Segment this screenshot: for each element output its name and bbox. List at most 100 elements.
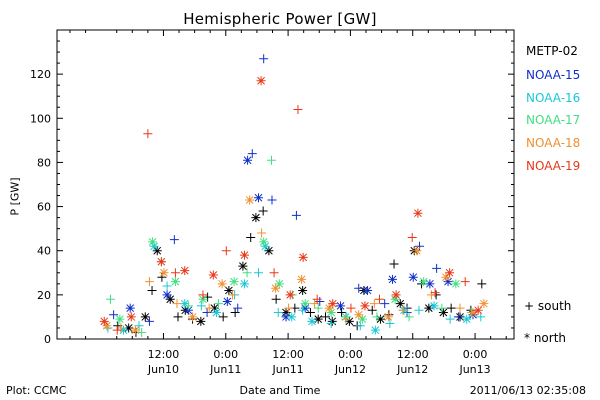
data-point-south (273, 308, 283, 318)
data-point-south (385, 319, 395, 329)
data-point-south (414, 305, 424, 315)
data-point-south (144, 277, 154, 287)
data-point-south (258, 206, 268, 216)
data-point-south (455, 303, 465, 313)
data-points (99, 54, 489, 337)
data-point-north (130, 325, 140, 335)
x-tick-label-date: Jun11 (272, 363, 304, 376)
data-point-north (360, 301, 370, 311)
data-point-south (198, 290, 208, 300)
data-point-north (211, 308, 221, 318)
data-point-south (144, 316, 154, 326)
marker-key-south: + south (524, 299, 572, 313)
data-point-north (344, 316, 354, 326)
data-point-south (221, 246, 231, 256)
y-tick-label: 80 (37, 156, 51, 169)
data-point-south (147, 285, 157, 295)
data-point-south (267, 195, 277, 205)
data-point-north (259, 237, 269, 247)
plot-credit: Plot: CCMC (6, 384, 67, 397)
x-tick-label-date: Jun11 (209, 363, 241, 376)
data-point-north (479, 299, 489, 309)
data-point-south (202, 308, 212, 318)
legend-item-noaa-19: NOAA-19 (526, 159, 581, 173)
data-point-north (324, 303, 334, 313)
data-point-north (209, 303, 219, 313)
data-point-south (105, 294, 115, 304)
x-axis-label: Date and Time (239, 384, 321, 397)
data-point-north (383, 312, 393, 322)
data-point-south (326, 319, 336, 329)
data-point-north (188, 312, 198, 322)
axes: 0 20 40 60 80 100 120 12:00 Jun10 0:00 Jun11 12:00 J… (30, 30, 514, 376)
data-point-north (229, 277, 239, 287)
data-point-south (315, 296, 325, 306)
data-point-south (233, 303, 243, 313)
data-point-south (253, 268, 263, 278)
data-point-north (413, 208, 423, 218)
data-point-south (354, 283, 364, 293)
series-noaa-15 (109, 54, 478, 326)
data-point-south (398, 305, 408, 315)
data-point-south (453, 312, 463, 322)
data-point-north (438, 308, 448, 318)
series-noaa-16 (103, 241, 486, 335)
data-point-north (180, 266, 190, 276)
data-point-north (424, 303, 434, 313)
data-point-north (336, 301, 346, 311)
data-point-north (196, 316, 206, 326)
data-point-north (274, 279, 284, 289)
legend-item-noaa-18: NOAA-18 (526, 136, 581, 150)
data-point-south (269, 268, 279, 278)
data-point-south (372, 312, 382, 322)
data-point-south (173, 312, 183, 322)
data-point-north (425, 279, 435, 289)
data-point-north (370, 325, 380, 335)
y-tick-label: 120 (30, 68, 51, 81)
y-tick-label: 60 (37, 201, 51, 214)
data-point-south (346, 303, 356, 313)
y-tick-label: 40 (37, 245, 51, 258)
data-point-south (271, 294, 281, 304)
data-point-south (432, 263, 442, 273)
series-metp-02 (113, 206, 487, 337)
legend-item-noaa-17: NOAA-17 (526, 113, 581, 127)
data-point-north (313, 314, 323, 324)
x-tick-label-date: Jun12 (334, 363, 366, 376)
marker-key-north: * north (524, 331, 567, 345)
data-point-south (367, 305, 377, 315)
data-point-south (341, 314, 351, 324)
data-point-north (140, 312, 150, 322)
data-point-north (156, 257, 166, 267)
data-point-north (170, 277, 180, 287)
data-point-south (214, 299, 224, 309)
data-point-south (293, 104, 303, 114)
y-axis-label: P [GW] (8, 177, 22, 216)
data-point-south (170, 268, 180, 278)
data-point-north (239, 279, 249, 289)
data-point-north (473, 305, 483, 315)
data-point-north (115, 314, 125, 324)
data-point-south (266, 155, 276, 165)
data-point-south (284, 303, 294, 313)
data-point-south (247, 149, 257, 159)
data-point-south (407, 232, 417, 242)
data-point-south (414, 241, 424, 251)
data-point-north (124, 323, 134, 333)
data-point-north (285, 290, 295, 300)
series-noaa-18 (102, 195, 489, 335)
data-point-south (257, 228, 267, 238)
data-point-north (264, 246, 274, 256)
data-point-south (380, 299, 390, 309)
data-point-south (430, 288, 440, 298)
data-point-south (134, 321, 144, 331)
x-tick-label-time: 0:00 (213, 348, 238, 361)
data-point-south (437, 303, 447, 313)
data-point-south (172, 299, 182, 309)
data-point-north (357, 314, 367, 324)
data-point-north (297, 274, 307, 284)
data-point-south (143, 129, 153, 139)
data-point-north (307, 316, 317, 326)
data-point-south (305, 308, 315, 318)
